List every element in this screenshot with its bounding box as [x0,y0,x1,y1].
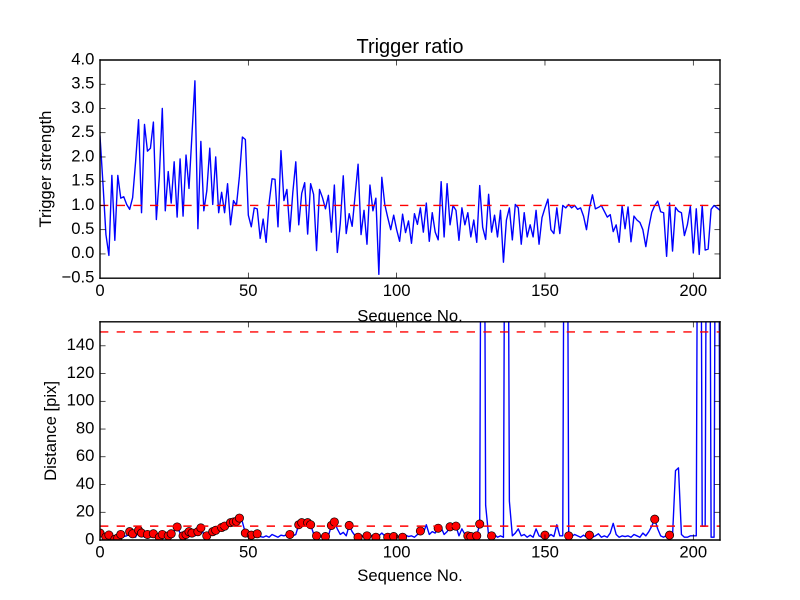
svg-text:200: 200 [679,281,707,300]
svg-text:Trigger strength: Trigger strength [36,111,55,228]
svg-text:3.5: 3.5 [71,74,94,93]
svg-text:0: 0 [85,529,94,548]
svg-text:60: 60 [76,446,95,465]
svg-text:4.0: 4.0 [71,49,94,68]
svg-text:50: 50 [239,543,258,562]
svg-text:1.5: 1.5 [71,171,94,190]
svg-text:Distance [pix]: Distance [pix] [41,381,60,481]
svg-text:1.0: 1.0 [71,195,94,214]
svg-text:0.5: 0.5 [71,219,94,238]
svg-text:140: 140 [67,335,95,354]
svg-text:100: 100 [67,391,95,410]
svg-text:150: 150 [531,543,559,562]
svg-text:−0.5: −0.5 [62,267,95,286]
svg-text:0: 0 [95,543,104,562]
svg-text:100: 100 [383,281,411,300]
svg-text:100: 100 [383,543,411,562]
svg-text:40: 40 [76,474,95,493]
svg-text:2.5: 2.5 [71,122,94,141]
svg-text:Sequence No.: Sequence No. [357,566,463,585]
svg-text:50: 50 [239,281,258,300]
svg-text:120: 120 [67,363,95,382]
svg-text:0.0: 0.0 [71,243,94,262]
svg-text:0: 0 [95,281,104,300]
svg-text:20: 20 [76,502,95,521]
svg-text:150: 150 [531,281,559,300]
svg-text:80: 80 [76,418,95,437]
svg-text:3.0: 3.0 [71,98,94,117]
svg-text:2.0: 2.0 [71,146,94,165]
svg-text:Sequence No.: Sequence No. [357,306,463,325]
svg-text:200: 200 [679,543,707,562]
svg-text:Trigger ratio: Trigger ratio [357,36,464,58]
